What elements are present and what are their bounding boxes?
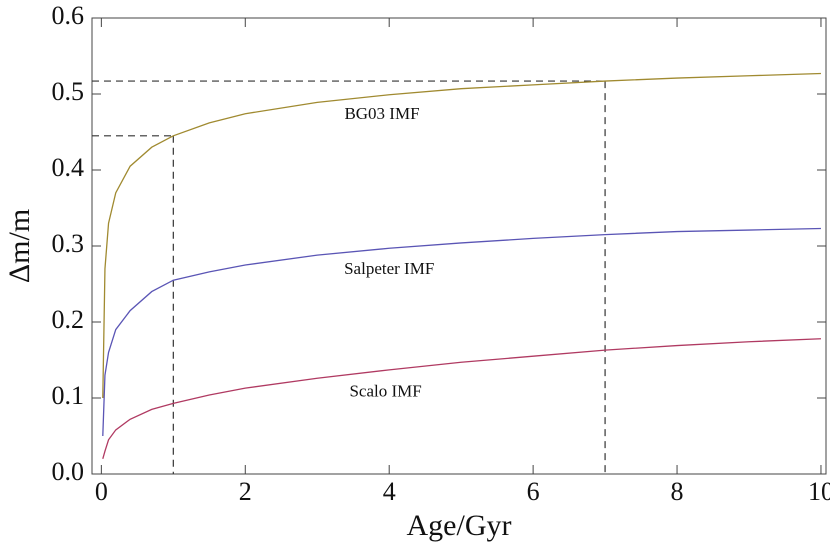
x-tick-label: 0 <box>95 477 108 506</box>
x-tick-label: 8 <box>671 477 684 506</box>
series-line <box>102 338 821 459</box>
y-axis-label: Δm/m <box>3 209 36 283</box>
series-line <box>102 227 821 437</box>
y-tick-label: 0.4 <box>52 153 85 182</box>
series-label: Scalo IMF <box>349 382 421 401</box>
y-tick-label: 0.3 <box>52 229 85 258</box>
x-axis-label: Age/Gyr <box>407 509 512 542</box>
y-tick-label: 0.1 <box>52 381 85 410</box>
series-line <box>102 72 821 399</box>
series-label: Salpeter IMF <box>344 259 434 278</box>
y-tick-label: 0.2 <box>52 305 85 334</box>
series-label: BG03 IMF <box>344 104 419 123</box>
x-tick-label: 10 <box>808 477 830 506</box>
y-tick-label: 0.0 <box>52 457 85 486</box>
x-tick-label: 4 <box>383 477 396 506</box>
y-tick-label: 0.6 <box>52 1 85 30</box>
y-tick-label: 0.5 <box>52 77 85 106</box>
plot-frame <box>91 17 827 475</box>
x-tick-label: 6 <box>527 477 540 506</box>
x-tick-label: 2 <box>239 477 252 506</box>
